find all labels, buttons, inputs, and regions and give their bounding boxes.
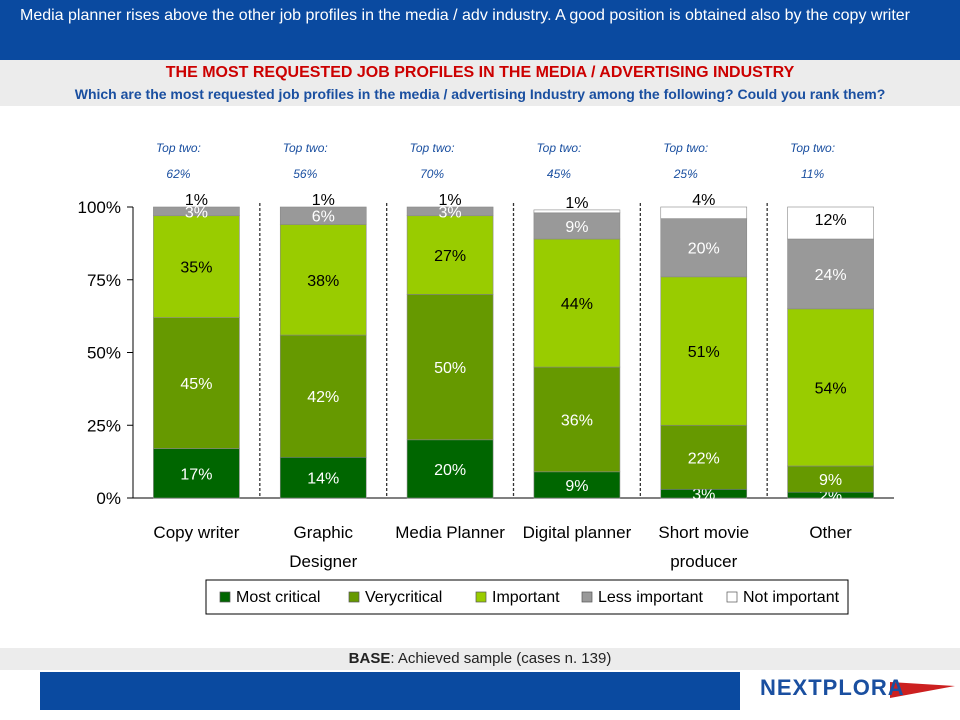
data-label: 35% bbox=[180, 260, 212, 277]
bar-segment bbox=[153, 317, 240, 449]
data-label: 50% bbox=[434, 360, 466, 377]
y-tick-label: 50% bbox=[87, 344, 121, 363]
top-two-label: Top two: bbox=[536, 141, 581, 155]
data-label: 20% bbox=[434, 462, 466, 479]
data-label: 1% bbox=[312, 192, 335, 209]
bar-segment bbox=[787, 465, 874, 493]
logo-area bbox=[740, 672, 960, 710]
bar-segment bbox=[279, 206, 367, 225]
data-label: 22% bbox=[688, 450, 720, 467]
base-label: BASE bbox=[348, 650, 391, 667]
top-two-value: 45% bbox=[547, 167, 571, 181]
bar-segment bbox=[660, 206, 748, 219]
legend-label: Less important bbox=[598, 589, 703, 606]
legend-swatch bbox=[581, 591, 593, 603]
bar-segment bbox=[660, 424, 748, 490]
data-label: 44% bbox=[561, 296, 593, 313]
header-text: Media planner rises above the other job … bbox=[20, 7, 910, 24]
top-two-value: 25% bbox=[673, 167, 698, 181]
data-label: 38% bbox=[307, 273, 339, 290]
logo-flag-icon bbox=[890, 682, 955, 698]
top-two-label: Top two: bbox=[663, 141, 708, 155]
x-category-label: Other bbox=[809, 523, 852, 542]
data-label: 4% bbox=[692, 192, 715, 209]
chart-subtitle: Which are the most requested job profile… bbox=[74, 86, 886, 102]
y-tick-label: 75% bbox=[87, 271, 121, 290]
stacked-bar-chart: 0%25%50%75%100%Top two:62%17%45%35%3%1%C… bbox=[78, 141, 894, 615]
legend-swatch bbox=[726, 591, 738, 603]
data-label: 20% bbox=[688, 241, 720, 258]
base-value: : Achieved sample (cases n. 139) bbox=[390, 650, 612, 667]
top-two-value: 56% bbox=[293, 167, 317, 181]
bar-segment bbox=[406, 439, 494, 499]
legend-label: Most critical bbox=[236, 589, 320, 606]
bar-segment bbox=[406, 206, 494, 217]
top-two-label: Top two: bbox=[410, 141, 455, 155]
bar-segment bbox=[533, 471, 621, 499]
bar-segment bbox=[787, 308, 874, 467]
data-label: 27% bbox=[434, 248, 466, 265]
legend-label: Important bbox=[492, 589, 560, 606]
top-two-label: Top two: bbox=[156, 141, 201, 155]
legend-label: Verycritical bbox=[365, 589, 442, 606]
title-band bbox=[0, 60, 960, 106]
data-label: 1% bbox=[565, 195, 588, 212]
bar-segment bbox=[153, 206, 240, 217]
bar-segment bbox=[533, 212, 621, 240]
y-tick-label: 0% bbox=[96, 489, 121, 508]
data-label: 17% bbox=[180, 466, 212, 483]
data-label: 3% bbox=[185, 204, 208, 221]
x-category-label: Media Planner bbox=[395, 523, 505, 542]
top-two-value: 70% bbox=[420, 167, 444, 181]
legend-label: Not important bbox=[743, 589, 840, 606]
data-label: 36% bbox=[561, 412, 593, 429]
top-two-label: Top two: bbox=[790, 141, 835, 155]
chart-title: THE MOST REQUESTED JOB PROFILES IN THE M… bbox=[165, 64, 795, 81]
bar-segment bbox=[787, 206, 874, 240]
data-label: 14% bbox=[307, 471, 339, 488]
data-label: 6% bbox=[312, 209, 335, 226]
x-category-label: Digital planner bbox=[523, 523, 632, 542]
top-two-label: Top two: bbox=[283, 141, 328, 155]
bar-segment bbox=[787, 238, 874, 310]
bar-segment bbox=[660, 218, 748, 278]
data-label: 9% bbox=[819, 472, 842, 489]
legend-swatch bbox=[348, 591, 360, 603]
header-bar: Media planner rises above the other job … bbox=[0, 0, 960, 60]
top-two-value: 11% bbox=[801, 167, 824, 181]
data-label: 51% bbox=[688, 344, 720, 361]
bar-segment bbox=[153, 448, 240, 499]
x-category-label: Short movie bbox=[658, 523, 749, 542]
legend-swatch bbox=[475, 591, 487, 603]
data-label: 9% bbox=[565, 478, 588, 495]
data-label: 1% bbox=[439, 192, 462, 209]
data-label: 45% bbox=[180, 376, 212, 393]
y-tick-label: 25% bbox=[87, 416, 121, 435]
data-label: 42% bbox=[307, 389, 339, 406]
data-label: 24% bbox=[815, 267, 847, 284]
data-label: 9% bbox=[565, 219, 588, 236]
data-label: 1% bbox=[185, 192, 208, 209]
legend-swatch bbox=[219, 591, 231, 603]
logo-text: NEXTPLORA bbox=[760, 675, 905, 700]
bar-segment bbox=[406, 294, 494, 441]
bar-segment bbox=[279, 224, 367, 336]
bar-segment bbox=[533, 209, 621, 214]
data-label: 12% bbox=[815, 212, 847, 229]
data-label: 54% bbox=[815, 380, 847, 397]
x-category-label: Designer bbox=[289, 552, 357, 571]
bar-segment bbox=[153, 215, 240, 318]
x-category-label: producer bbox=[670, 552, 737, 571]
bar-segment bbox=[660, 276, 748, 426]
top-two-value: 62% bbox=[166, 167, 190, 181]
y-tick-label: 100% bbox=[78, 198, 121, 217]
base-band bbox=[0, 648, 960, 670]
x-category-label: Copy writer bbox=[153, 523, 239, 542]
base-note: BASE: Achieved sample (cases n. 139) bbox=[0, 650, 960, 667]
data-label: 3% bbox=[692, 487, 715, 504]
legend-box bbox=[205, 579, 849, 615]
data-label: 3% bbox=[439, 204, 462, 221]
bar-segment bbox=[406, 215, 494, 295]
x-category-label: Graphic bbox=[293, 523, 353, 542]
